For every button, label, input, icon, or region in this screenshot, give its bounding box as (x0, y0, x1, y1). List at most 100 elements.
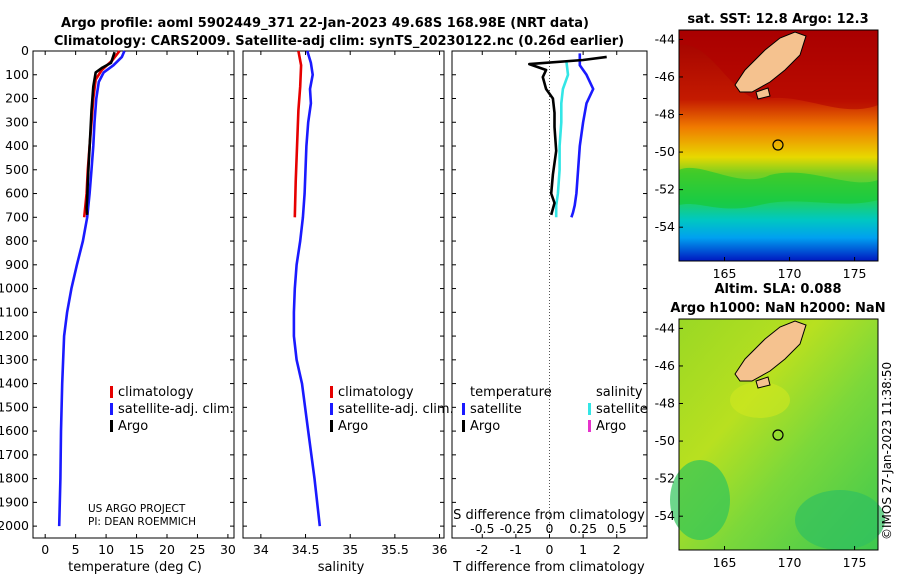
legend-swatch-argo (110, 420, 113, 432)
x-tick-label: 10 (98, 542, 114, 557)
map-x-tick-label: 165 (713, 555, 737, 570)
map-y-tick-label: -44 (655, 31, 675, 46)
x2-tick-label: -0.25 (500, 521, 532, 536)
legend-swatch-s-argo (588, 420, 591, 432)
x-tick-label: 25 (190, 542, 206, 557)
depth-axis-ticks: 0 100 200 300 400 500 600 700 800 900 1000 1100 1200… (0, 43, 647, 533)
depth-tick-label: 1200 (0, 328, 29, 343)
x2-tick-label: 0.5 (607, 521, 627, 536)
series-line-satellite-adj-clim- (292, 50, 322, 527)
legend-swatch-climatology (110, 386, 113, 398)
map-x-tick-label: 175 (843, 266, 867, 281)
legend-label: satellite-adj. clim. (338, 402, 454, 417)
salinity-axis-ticks: 34 34.5 35 35.5 36 (253, 51, 448, 557)
depth-tick-label: 1900 (0, 494, 29, 509)
legend-title-salinity: salinity (596, 385, 643, 400)
series-line-argo (85, 51, 116, 216)
difference-legend: temperature satellite Argo salinity sate… (462, 385, 648, 434)
depth-tick-label: 1400 (0, 376, 29, 391)
x-tick-label: 35.5 (381, 542, 409, 557)
imos-credit: ©IMOS 27-Jan-2023 11:38:50 (880, 362, 894, 540)
map-y-tick-label: -44 (655, 320, 675, 335)
salinity-panel (242, 50, 445, 539)
map-x-tick-label: 170 (778, 555, 802, 570)
temperature-xlabel: temperature (deg C) (68, 560, 202, 575)
depth-tick-label: 700 (5, 209, 29, 224)
series-line-t-satellite (570, 53, 595, 218)
map-x-tick-label: 170 (778, 266, 802, 281)
temperature-legend: climatology satellite-adj. clim. Argo (110, 385, 234, 434)
x-tick-label: 36 (432, 542, 448, 557)
legend-swatch-t-satellite (462, 403, 465, 415)
legend-swatch-satellite (110, 403, 113, 415)
sst-map-frame (678, 29, 879, 262)
depth-tick-label: 2000 (0, 518, 29, 533)
depth-tick-label: 1700 (0, 447, 29, 462)
sla-map-frame (678, 318, 879, 551)
pi-note: PI: DEAN ROEMMICH (88, 516, 196, 528)
project-note: US ARGO PROJECT (88, 503, 186, 515)
depth-tick-label: 1000 (0, 281, 29, 296)
sla-float-location-marker (772, 429, 784, 441)
salinity-legend: climatology satellite-adj. clim. Argo (330, 385, 454, 434)
depth-tick-label: 600 (5, 186, 29, 201)
x-tick-label: 0 (546, 542, 554, 557)
legend-label: Argo (338, 419, 368, 434)
map-y-tick-label: -52 (655, 471, 675, 486)
map-x-tick-label: 175 (843, 555, 867, 570)
sla-map-subtitle: Argo h1000: NaN h2000: NaN (670, 301, 885, 316)
legend-label: Argo (118, 419, 148, 434)
legend-label: Argo (470, 419, 500, 434)
x-tick-label: 15 (129, 542, 145, 557)
x-tick-label: 30 (220, 542, 236, 557)
legend-label: satellite-adj. clim. (118, 402, 234, 417)
temperature-axis-ticks: 0 5 10 15 20 25 30 (41, 51, 236, 557)
depth-tick-label: 1600 (0, 423, 29, 438)
legend-swatch-climatology (330, 386, 333, 398)
salinity-xlabel: salinity (318, 560, 365, 575)
difference-axis-ticks: -2 -1 0 1 2 -0.5 -0.25 0 0.25 0.5 (470, 51, 627, 557)
series-line-s-satellite (554, 60, 570, 218)
x-tick-label: 5 (72, 542, 80, 557)
depth-tick-label: 200 (5, 91, 29, 106)
x2-tick-label: -0.5 (470, 521, 494, 536)
legend-label: satellite (470, 402, 522, 417)
series-line-t-argo (527, 55, 607, 216)
profile-lines (57, 50, 607, 527)
map-x-tick-label: 165 (713, 266, 737, 281)
depth-tick-label: 800 (5, 233, 29, 248)
sst-land-south-island (734, 31, 807, 93)
map-y-tick-label: -54 (655, 508, 675, 523)
series-line-satellite-adj-clim- (57, 50, 126, 527)
sla-map-title: Altim. SLA: 0.088 (715, 282, 842, 297)
sla-map (670, 318, 885, 551)
sla-map-ticks: 165 170 175 -44 -46 -48 -50 -52 -54 (655, 320, 867, 570)
figure-title-line2: Climatology: CARS2009. Satellite-adj cli… (54, 34, 624, 49)
legend-label: climatology (338, 385, 414, 400)
sla-land-stewart-island (755, 376, 771, 389)
map-y-tick-label: -52 (655, 182, 675, 197)
sla-low-patch (670, 460, 730, 540)
x-tick-label: 20 (159, 542, 175, 557)
map-y-tick-label: -54 (655, 219, 675, 234)
depth-tick-label: 100 (5, 67, 29, 82)
depth-tick-label: 500 (5, 162, 29, 177)
sst-map-ticks: 165 170 175 -44 -46 -48 -50 -52 -54 (655, 31, 867, 281)
depth-tick-label: 1500 (0, 399, 29, 414)
legend-swatch-satellite (330, 403, 333, 415)
sla-high-patch (730, 382, 790, 418)
map-y-tick-label: -50 (655, 144, 675, 159)
temperature-panel (32, 50, 235, 539)
x-tick-label: 2 (613, 542, 621, 557)
x2-tick-label: 0 (546, 521, 554, 536)
map-y-tick-label: -48 (655, 396, 675, 411)
depth-tick-label: 1100 (0, 304, 29, 319)
map-y-tick-label: -50 (655, 433, 675, 448)
sst-land-stewart-island (755, 87, 771, 100)
legend-swatch-argo (330, 420, 333, 432)
sla-land-south-island (734, 320, 807, 382)
map-y-tick-label: -46 (655, 69, 675, 84)
legend-label: satellite (596, 402, 648, 417)
sst-map-title: sat. SST: 12.8 Argo: 12.3 (687, 12, 868, 27)
